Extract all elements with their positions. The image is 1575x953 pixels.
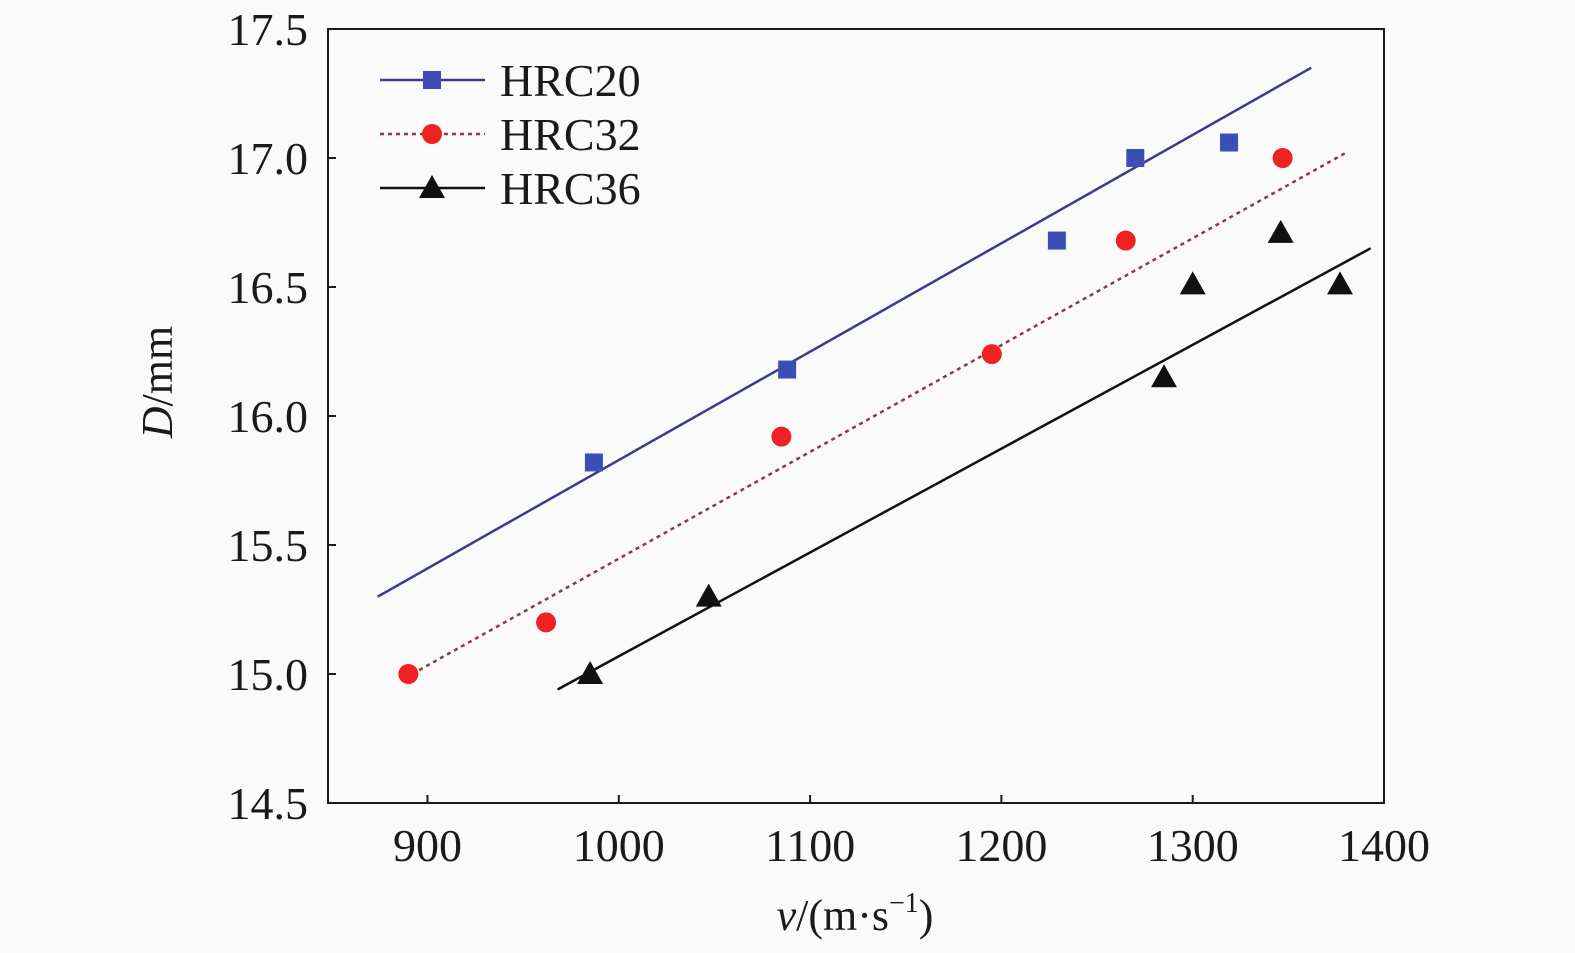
legend-marker-hrc20 [423, 71, 441, 89]
x-tick-labels: 900 1000 1100 1200 1300 1400 [393, 820, 1430, 871]
y-tick-label: 17.5 [228, 4, 309, 55]
x-tick-label: 1200 [955, 820, 1047, 871]
y-axis-label-var: D [133, 406, 182, 439]
x-axis-label-var: v [777, 891, 797, 940]
point-hrc32 [1272, 148, 1293, 168]
y-tick-label: 14.5 [228, 778, 309, 829]
point-hrc20 [1220, 133, 1239, 152]
x-axis-label-unit: /(m·s [796, 891, 889, 940]
y-axis-label: D/mm [133, 326, 182, 439]
legend-marker-hrc32 [422, 124, 442, 144]
point-hrc32 [536, 612, 557, 633]
point-hrc20 [1047, 231, 1066, 250]
point-hrc36 [1151, 364, 1177, 388]
point-hrc32 [771, 426, 792, 447]
x-axis-label-sup: −1 [889, 888, 919, 919]
y-tick-label: 15.0 [228, 649, 309, 700]
point-hrc36 [1267, 219, 1294, 243]
point-hrc36 [1327, 271, 1353, 295]
data-points [398, 133, 1353, 684]
fit-line-hrc32 [411, 151, 1347, 676]
point-hrc36 [577, 661, 604, 684]
x-tick-label: 900 [393, 820, 462, 871]
point-hrc32 [981, 344, 1002, 365]
x-axis-label: v/(m·s−1) [777, 888, 934, 940]
y-tick-labels: 14.5 15.0 15.5 16.0 16.5 17.0 17.5 [228, 4, 309, 829]
legend-marker-hrc36 [419, 175, 445, 198]
y-tick-label: 16.5 [228, 262, 309, 313]
y-tick-label: 16.0 [228, 391, 309, 442]
y-tick-label: 17.0 [228, 133, 309, 184]
point-hrc32 [398, 664, 419, 684]
y-tick-label: 15.5 [228, 520, 309, 571]
axis-ticks [328, 28, 1385, 804]
fit-line-hrc20 [377, 66, 1312, 598]
point-hrc32 [1115, 230, 1136, 251]
legend-label-hrc20: HRC20 [500, 55, 641, 106]
legend-label-hrc36: HRC36 [500, 163, 641, 214]
legend-label-hrc32: HRC32 [500, 109, 641, 160]
point-hrc20 [1126, 149, 1145, 167]
fit-lines [377, 66, 1372, 691]
x-tick-label: 1400 [1338, 820, 1430, 871]
point-hrc20 [778, 360, 797, 379]
y-axis-label-unit: /mm [133, 326, 182, 407]
x-tick-label: 1000 [573, 820, 665, 871]
x-axis-label-close: ) [919, 891, 934, 940]
fit-line-hrc36 [556, 247, 1372, 691]
x-tick-label: 1100 [765, 820, 855, 871]
x-tick-label: 1300 [1147, 820, 1239, 871]
point-hrc20 [584, 453, 603, 472]
point-hrc36 [1179, 271, 1206, 295]
point-hrc36 [695, 583, 722, 607]
